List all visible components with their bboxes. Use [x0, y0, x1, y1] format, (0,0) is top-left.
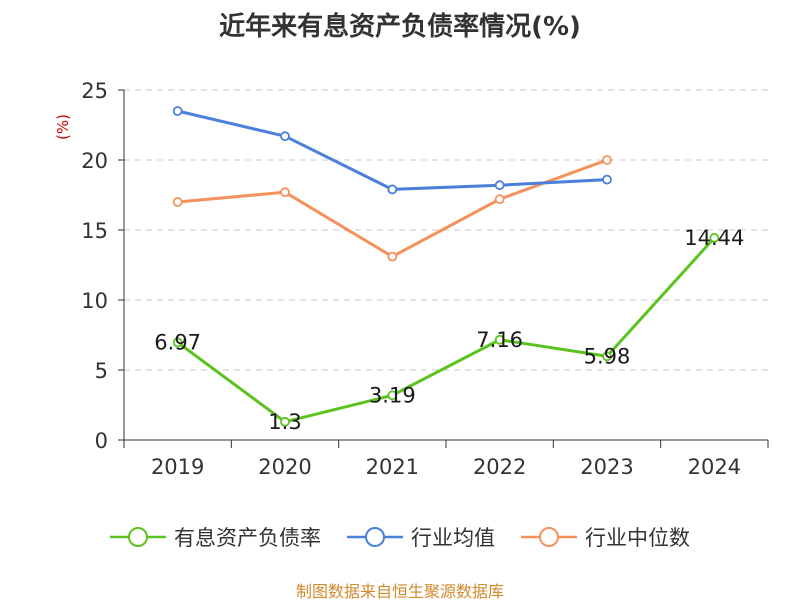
data-point	[280, 416, 290, 427]
y-tick-label: 15	[81, 219, 108, 243]
data-label: 14.44	[684, 226, 744, 250]
legend-label: 有息资产负债率	[174, 526, 321, 550]
y-tick-label: 5	[95, 359, 108, 383]
data-label: 5.98	[584, 344, 631, 368]
x-tick-label: 2023	[580, 455, 633, 479]
x-tick-label: 2022	[473, 455, 526, 479]
data-point	[602, 155, 612, 165]
legend-line-icon-orange	[521, 527, 577, 547]
data-point	[280, 187, 290, 198]
legend-item-industry-median[interactable]: 行业中位数	[521, 522, 690, 552]
source-note: 制图数据来自恒生聚源数据库	[295, 582, 504, 601]
legend: 有息资产负债率 行业均值 行业中位数	[0, 520, 800, 554]
legend-label: 行业均值	[411, 526, 495, 550]
data-label: 1.3	[268, 410, 301, 434]
series-line	[177, 158, 608, 259]
legend-item-rate[interactable]: 有息资产负债率	[110, 522, 321, 552]
data-point	[602, 351, 612, 362]
data-point	[172, 197, 183, 207]
data-point	[172, 337, 183, 348]
data-point	[172, 106, 183, 116]
x-tick-label: 2021	[366, 455, 419, 479]
y-tick-label: 20	[81, 149, 108, 173]
legend-item-industry-mean[interactable]: 行业均值	[347, 522, 495, 552]
data-point	[387, 251, 398, 262]
y-axis-label: (%)	[54, 114, 72, 140]
data-point	[494, 334, 505, 345]
y-tick-label: 25	[81, 79, 108, 103]
legend-line-icon-blue	[347, 527, 403, 547]
data-point	[387, 390, 398, 401]
x-tick-label: 2020	[258, 455, 311, 479]
y-tick-label: 0	[95, 429, 108, 453]
series-line	[177, 109, 608, 191]
chart-title: 近年来有息资产负债率情况(%)	[219, 12, 581, 42]
x-tick-label: 2024	[688, 455, 741, 479]
data-label: 3.19	[369, 383, 416, 407]
data-label: 6.97	[154, 330, 201, 354]
data-label: 7.16	[476, 328, 523, 352]
data-point	[387, 184, 398, 195]
legend-line-icon-green	[110, 527, 166, 547]
series-line	[176, 236, 716, 424]
data-point	[494, 194, 505, 205]
y-tick-label: 10	[81, 289, 108, 313]
x-tick-label: 2019	[151, 455, 204, 479]
data-point	[709, 232, 720, 243]
legend-label: 行业中位数	[585, 526, 690, 550]
data-point	[494, 180, 505, 191]
data-point	[602, 174, 612, 185]
data-point	[280, 131, 290, 142]
